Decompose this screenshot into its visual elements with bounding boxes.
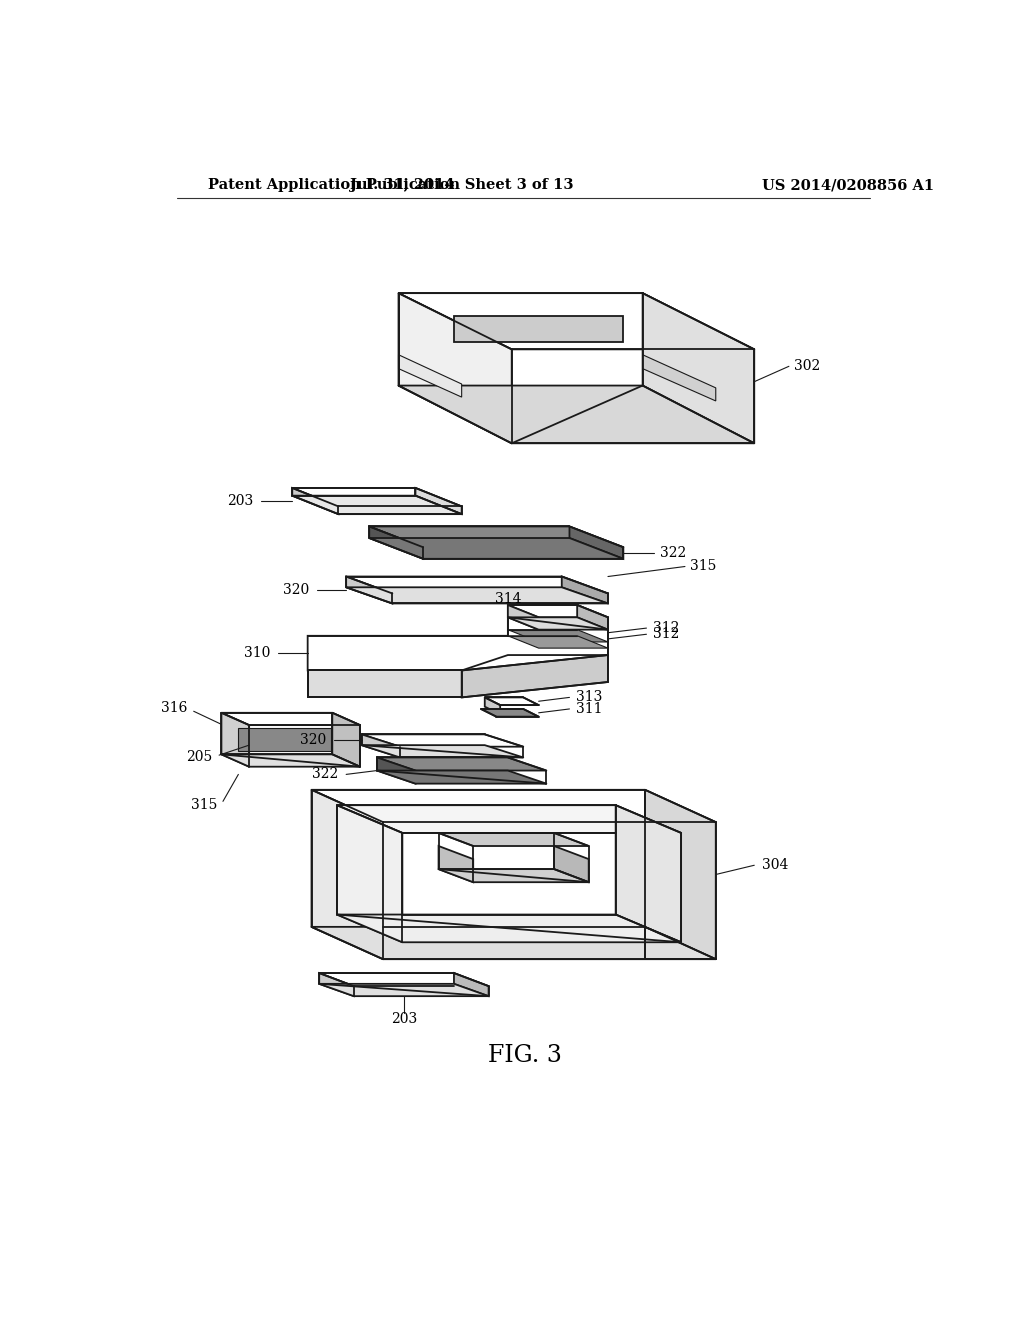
Polygon shape — [398, 385, 755, 444]
Polygon shape — [292, 496, 462, 515]
Polygon shape — [508, 605, 608, 618]
Polygon shape — [562, 577, 608, 603]
Text: 322: 322 — [312, 767, 339, 781]
Polygon shape — [361, 744, 523, 758]
Polygon shape — [508, 605, 539, 630]
Polygon shape — [438, 869, 589, 882]
Text: 203: 203 — [391, 1012, 417, 1026]
Polygon shape — [333, 713, 360, 767]
Text: FIG. 3: FIG. 3 — [487, 1044, 562, 1067]
Text: 313: 313 — [575, 690, 602, 705]
Polygon shape — [311, 927, 716, 960]
Text: 322: 322 — [660, 545, 686, 560]
Polygon shape — [398, 293, 512, 444]
Polygon shape — [416, 488, 462, 515]
Polygon shape — [554, 846, 589, 882]
Text: 311: 311 — [575, 702, 602, 715]
Text: Jul. 31, 2014  Sheet 3 of 13: Jul. 31, 2014 Sheet 3 of 13 — [350, 178, 573, 193]
Polygon shape — [438, 846, 473, 882]
Polygon shape — [307, 605, 608, 671]
Text: 314: 314 — [495, 591, 521, 606]
Polygon shape — [398, 355, 462, 397]
Text: 315: 315 — [689, 560, 716, 573]
Text: US 2014/0208856 A1: US 2014/0208856 A1 — [762, 178, 934, 193]
Polygon shape — [508, 636, 608, 648]
Polygon shape — [578, 605, 608, 630]
Polygon shape — [370, 527, 423, 558]
Polygon shape — [346, 587, 608, 603]
Polygon shape — [454, 973, 488, 997]
Polygon shape — [484, 697, 539, 705]
Polygon shape — [377, 758, 547, 771]
Polygon shape — [221, 713, 360, 725]
Polygon shape — [292, 488, 339, 515]
Text: 315: 315 — [191, 799, 217, 812]
Polygon shape — [643, 355, 716, 401]
Polygon shape — [569, 527, 624, 558]
Polygon shape — [484, 697, 500, 714]
Polygon shape — [361, 734, 400, 758]
Polygon shape — [438, 833, 589, 846]
Polygon shape — [319, 973, 354, 997]
Polygon shape — [346, 577, 608, 594]
Polygon shape — [311, 789, 383, 960]
Polygon shape — [377, 758, 416, 784]
Polygon shape — [508, 630, 608, 642]
Text: 302: 302 — [795, 359, 820, 374]
Polygon shape — [370, 527, 624, 548]
Polygon shape — [221, 713, 249, 767]
Polygon shape — [319, 983, 488, 997]
Polygon shape — [292, 488, 462, 507]
Polygon shape — [221, 755, 360, 767]
Polygon shape — [337, 915, 681, 942]
Polygon shape — [239, 729, 331, 751]
Polygon shape — [481, 709, 539, 717]
Polygon shape — [454, 317, 624, 342]
Text: 312: 312 — [652, 627, 679, 642]
Text: 205: 205 — [186, 751, 212, 764]
Polygon shape — [319, 973, 488, 986]
Polygon shape — [462, 655, 608, 697]
Text: Patent Application Publication: Patent Application Publication — [208, 178, 460, 193]
Text: 310: 310 — [245, 645, 270, 660]
Polygon shape — [346, 577, 392, 603]
Polygon shape — [370, 539, 624, 558]
Polygon shape — [377, 771, 547, 784]
Polygon shape — [615, 805, 681, 942]
Polygon shape — [361, 734, 523, 747]
Polygon shape — [337, 805, 681, 833]
Text: 304: 304 — [762, 858, 788, 873]
Text: 320: 320 — [283, 582, 309, 597]
Polygon shape — [337, 805, 402, 942]
Polygon shape — [645, 789, 716, 960]
Text: 320: 320 — [300, 733, 326, 747]
Polygon shape — [643, 293, 755, 444]
Polygon shape — [508, 618, 608, 630]
Text: 312: 312 — [652, 622, 679, 635]
Polygon shape — [307, 671, 462, 697]
Text: 203: 203 — [227, 494, 254, 508]
Text: 316: 316 — [161, 701, 187, 715]
Polygon shape — [398, 293, 755, 350]
Polygon shape — [311, 789, 716, 822]
